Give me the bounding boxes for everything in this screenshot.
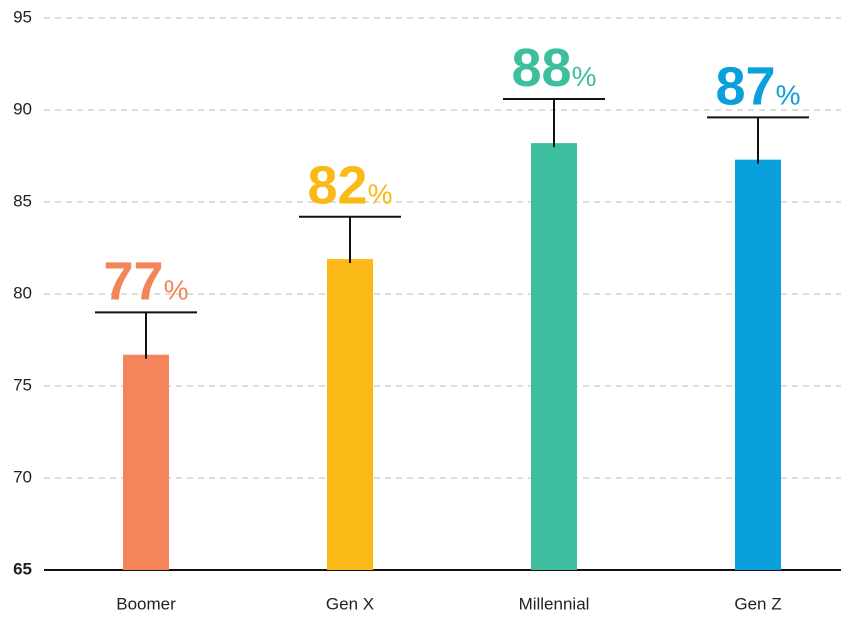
bar (123, 354, 169, 570)
y-tick-label: 85 (13, 191, 32, 210)
y-tick-label: 70 (13, 467, 32, 486)
bar (735, 159, 781, 570)
y-tick-label: 75 (13, 375, 32, 394)
y-tick-label: 65 (13, 559, 32, 578)
value-label: 82% (308, 156, 393, 216)
y-tick-label: 90 (13, 99, 32, 118)
value-label: 88% (512, 38, 597, 98)
x-tick-label: Gen X (326, 594, 374, 613)
y-tick-label: 80 (13, 283, 32, 302)
value-label: 77% (104, 251, 189, 311)
x-tick-label: Gen Z (734, 594, 781, 613)
value-label: 87% (716, 56, 801, 116)
x-tick-label: Boomer (116, 594, 176, 613)
y-tick-label: 95 (13, 7, 32, 26)
bar (327, 259, 373, 570)
bar (531, 143, 577, 570)
x-tick-label: Millennial (519, 594, 590, 613)
